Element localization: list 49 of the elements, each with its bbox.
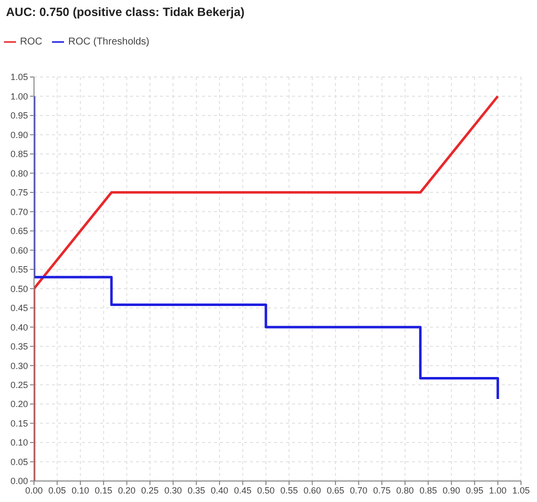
y-tick-label: 0.00 bbox=[10, 476, 28, 486]
y-tick-label: 0.45 bbox=[10, 303, 28, 314]
y-tick-label: 0.85 bbox=[10, 149, 28, 160]
x-tick-label: 0.70 bbox=[350, 485, 368, 496]
x-tick-label: 0.00 bbox=[25, 485, 43, 496]
y-tick-label: 0.40 bbox=[10, 322, 28, 332]
x-tick-label: 1.00 bbox=[489, 485, 507, 496]
x-tick-label: 0.95 bbox=[466, 485, 484, 496]
x-tick-label: 0.20 bbox=[118, 485, 136, 496]
x-tick-label: 0.55 bbox=[280, 485, 298, 496]
x-tick-label: 0.35 bbox=[188, 485, 206, 496]
x-tick-label: 0.25 bbox=[141, 485, 159, 496]
x-tick-label: 0.10 bbox=[72, 485, 90, 496]
x-tick-label: 0.60 bbox=[304, 485, 322, 496]
x-tick-label: 0.05 bbox=[48, 485, 66, 496]
legend-label: ROC bbox=[20, 36, 42, 48]
y-tick-label: 0.95 bbox=[10, 110, 28, 121]
y-tick-label: 0.25 bbox=[10, 380, 28, 390]
x-tick-label: 0.80 bbox=[396, 485, 414, 496]
y-tick-label: 0.05 bbox=[10, 456, 28, 467]
x-tick-label: 0.30 bbox=[164, 485, 182, 496]
x-tick-label: 0.75 bbox=[373, 485, 391, 496]
x-tick-label: 0.65 bbox=[326, 485, 344, 496]
x-tick-label: 0.50 bbox=[257, 485, 275, 496]
x-tick-label: 1.05 bbox=[512, 485, 530, 496]
y-tick-label: 0.20 bbox=[10, 399, 28, 410]
legend-label: ROC (Thresholds) bbox=[68, 36, 150, 48]
x-tick-label: 0.85 bbox=[419, 485, 438, 496]
x-tick-label: 0.90 bbox=[442, 485, 460, 496]
line-series bbox=[34, 94, 500, 481]
x-tick-label: 0.45 bbox=[234, 485, 252, 496]
y-tick-label: 0.70 bbox=[10, 206, 28, 217]
chart-title: AUC: 0.750 (positive class: Tidak Bekerja) bbox=[6, 5, 245, 19]
y-tick-label: 0.30 bbox=[10, 360, 28, 371]
y-tick-label: 0.60 bbox=[10, 245, 28, 256]
y-tick-label: 0.75 bbox=[10, 188, 28, 198]
y-tick-label: 0.55 bbox=[10, 264, 28, 275]
y-tick-label: 1.00 bbox=[10, 91, 28, 102]
y-tick-label: 0.35 bbox=[10, 342, 28, 352]
y-tick-label: 0.15 bbox=[10, 418, 28, 428]
y-tick-label: 0.65 bbox=[10, 226, 28, 236]
y-tick-label: 0.50 bbox=[10, 284, 28, 294]
line-series bbox=[34, 94, 500, 400]
y-tick-label: 0.90 bbox=[10, 130, 28, 140]
y-tick-label: 0.10 bbox=[10, 438, 28, 448]
x-tick-label: 0.40 bbox=[210, 485, 228, 496]
x-tick-label: 0.15 bbox=[94, 485, 112, 496]
y-tick-label: 0.80 bbox=[10, 168, 28, 178]
y-tick-label: 1.05 bbox=[10, 72, 28, 82]
